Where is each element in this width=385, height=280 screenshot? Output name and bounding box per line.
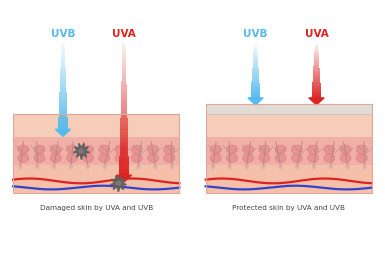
Ellipse shape: [50, 153, 61, 162]
Polygon shape: [74, 144, 89, 159]
Ellipse shape: [34, 145, 45, 154]
Ellipse shape: [153, 164, 157, 169]
Ellipse shape: [259, 145, 270, 154]
Ellipse shape: [259, 153, 270, 162]
Ellipse shape: [18, 153, 29, 162]
Ellipse shape: [243, 153, 254, 162]
Ellipse shape: [52, 164, 56, 169]
Bar: [206, 137, 372, 165]
Polygon shape: [111, 176, 126, 191]
Polygon shape: [309, 98, 324, 105]
Ellipse shape: [356, 153, 367, 162]
Polygon shape: [248, 98, 263, 105]
Ellipse shape: [99, 145, 110, 154]
Ellipse shape: [278, 164, 282, 169]
Ellipse shape: [244, 164, 249, 169]
Ellipse shape: [324, 145, 335, 154]
Ellipse shape: [291, 145, 302, 154]
Ellipse shape: [308, 153, 319, 162]
Ellipse shape: [86, 164, 90, 169]
Bar: [13, 114, 179, 193]
Ellipse shape: [275, 145, 286, 154]
Ellipse shape: [356, 145, 367, 154]
Bar: [206, 114, 372, 137]
Bar: [206, 104, 372, 193]
Bar: [13, 165, 179, 193]
Ellipse shape: [228, 164, 232, 169]
Ellipse shape: [329, 164, 333, 169]
Ellipse shape: [115, 153, 126, 162]
Ellipse shape: [170, 164, 174, 169]
Ellipse shape: [66, 145, 77, 154]
Ellipse shape: [164, 153, 175, 162]
Ellipse shape: [18, 145, 29, 154]
Ellipse shape: [103, 164, 107, 169]
Ellipse shape: [34, 153, 45, 162]
Ellipse shape: [291, 153, 302, 162]
Ellipse shape: [35, 164, 39, 169]
Ellipse shape: [131, 145, 142, 154]
Ellipse shape: [340, 153, 351, 162]
Text: Protected skin by UVA and UVB: Protected skin by UVA and UVB: [232, 205, 345, 211]
Polygon shape: [116, 175, 132, 182]
Ellipse shape: [50, 145, 61, 154]
Ellipse shape: [363, 164, 367, 169]
Ellipse shape: [115, 145, 126, 154]
Text: UVB: UVB: [243, 29, 268, 39]
Ellipse shape: [312, 164, 316, 169]
Text: UVB: UVB: [51, 29, 75, 39]
Ellipse shape: [226, 145, 238, 154]
Ellipse shape: [83, 153, 94, 162]
Ellipse shape: [324, 153, 335, 162]
Bar: [206, 104, 372, 114]
Ellipse shape: [99, 153, 110, 162]
Ellipse shape: [226, 153, 238, 162]
Ellipse shape: [164, 145, 175, 154]
Ellipse shape: [147, 145, 159, 154]
Bar: [206, 165, 372, 193]
Ellipse shape: [210, 145, 221, 154]
Ellipse shape: [295, 164, 299, 169]
Polygon shape: [55, 129, 70, 136]
Text: UVA: UVA: [112, 29, 136, 39]
Ellipse shape: [131, 153, 142, 162]
Ellipse shape: [136, 164, 141, 169]
Ellipse shape: [69, 164, 73, 169]
Ellipse shape: [261, 164, 266, 169]
Ellipse shape: [66, 153, 77, 162]
Text: Damaged skin by UVA and UVB: Damaged skin by UVA and UVB: [40, 205, 153, 211]
Ellipse shape: [243, 145, 254, 154]
Ellipse shape: [275, 153, 286, 162]
Text: UVA: UVA: [305, 29, 328, 39]
Ellipse shape: [119, 164, 124, 169]
Ellipse shape: [210, 153, 221, 162]
Bar: [13, 137, 179, 165]
Ellipse shape: [211, 164, 215, 169]
Ellipse shape: [346, 164, 350, 169]
Ellipse shape: [18, 164, 22, 169]
Ellipse shape: [83, 145, 94, 154]
Ellipse shape: [147, 153, 159, 162]
Bar: [13, 114, 179, 137]
Ellipse shape: [340, 145, 351, 154]
Ellipse shape: [308, 145, 319, 154]
